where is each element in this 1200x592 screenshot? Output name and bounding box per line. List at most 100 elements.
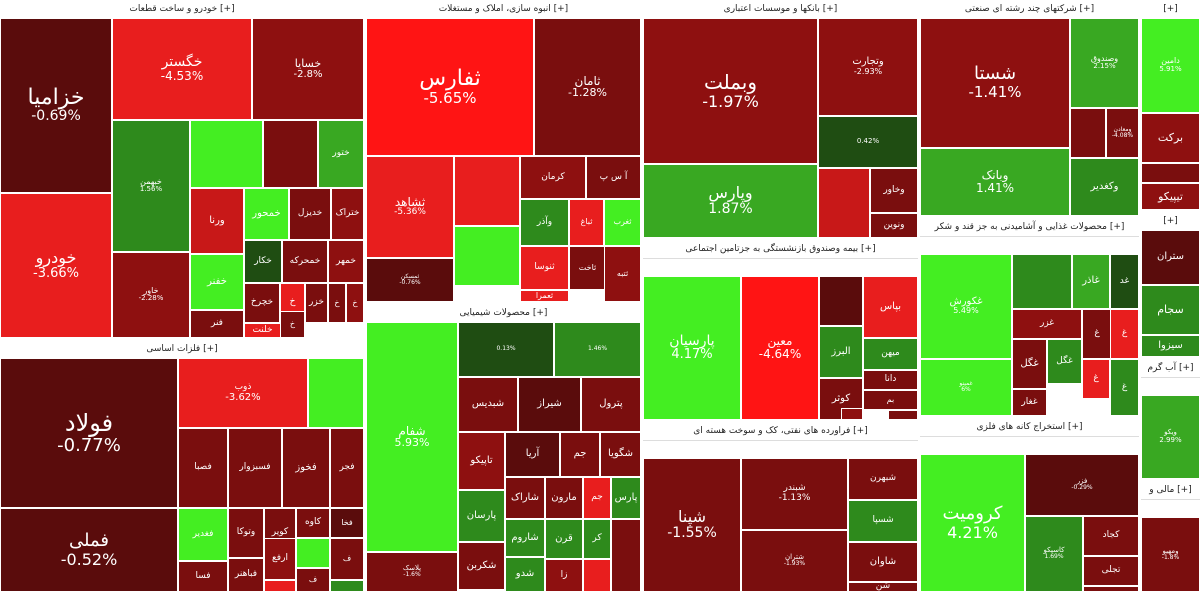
stock-tile[interactable]: ستران <box>1141 230 1200 285</box>
stock-tile[interactable]: ثنوسا <box>520 246 569 290</box>
stock-tile[interactable]: وتجارت -2.93% <box>818 18 918 116</box>
stock-tile[interactable]: فغدیر <box>178 508 228 561</box>
stock-tile[interactable] <box>454 156 520 226</box>
sector-title[interactable]: انبوه سازی، املاک و مستغلات [+] <box>366 0 641 19</box>
stock-tile[interactable]: شیراز <box>518 377 581 432</box>
stock-tile[interactable]: شاراک <box>505 477 545 519</box>
stock-tile[interactable]: وآذر <box>520 199 569 246</box>
stock-tile[interactable]: غ <box>1110 309 1139 359</box>
stock-tile[interactable] <box>1141 163 1200 183</box>
sector-title[interactable]: شرکتهای چند رشته ای صنعتی [+] <box>920 0 1139 19</box>
stock-tile[interactable]: شن <box>848 582 918 592</box>
stock-tile[interactable]: ثعمرا <box>520 290 569 302</box>
sector-title[interactable]: محصولات شیمیایی [+] <box>366 304 641 323</box>
stock-tile[interactable]: غمینو 6% <box>920 359 1012 416</box>
stock-tile[interactable] <box>1012 254 1072 309</box>
stock-tile[interactable]: ثتبه <box>604 246 641 302</box>
stock-tile[interactable]: خچرخ <box>244 283 280 323</box>
stock-tile[interactable]: فصبا <box>178 428 228 508</box>
stock-tile[interactable]: غ <box>1082 309 1112 359</box>
stock-tile[interactable]: خفنر <box>190 254 244 310</box>
stock-tile[interactable]: ونوین <box>870 213 918 238</box>
sector-title[interactable]: بیمه وصندوق بازنشستگی به جزتامین اجتماعی… <box>643 240 918 259</box>
stock-tile[interactable]: معین -4.64% <box>741 276 819 420</box>
stock-tile[interactable]: ثشاهد -5.36% <box>366 156 454 258</box>
stock-tile[interactable] <box>1070 108 1106 158</box>
sector-title[interactable]: استخراج کانه های فلزی [+] <box>920 418 1139 437</box>
stock-tile[interactable]: ثاخت <box>569 246 606 290</box>
stock-tile[interactable]: تاپیکو <box>458 432 505 490</box>
stock-tile[interactable]: شستا -1.41% <box>920 18 1070 148</box>
stock-tile[interactable]: دانا <box>863 370 918 390</box>
sector-title[interactable]: آب گرم [+] <box>1141 359 1200 378</box>
stock-tile[interactable]: وبانک 1.41% <box>920 148 1070 216</box>
stock-tile[interactable]: غ <box>1110 359 1139 416</box>
sector-title[interactable]: [+] <box>1141 212 1200 231</box>
stock-tile[interactable]: فجر <box>330 428 364 508</box>
sector-title[interactable]: [+] <box>1141 0 1200 19</box>
stock-tile[interactable]: وخاور <box>870 168 918 213</box>
stock-tile[interactable]: کرمان <box>520 156 586 199</box>
stock-tile[interactable]: شکربن <box>458 542 505 590</box>
stock-tile[interactable]: جم <box>560 432 600 477</box>
stock-tile[interactable]: خمحور <box>244 188 289 240</box>
stock-tile[interactable]: تیپیکو <box>1141 183 1200 210</box>
stock-tile[interactable]: ثامان -1.28% <box>534 18 641 156</box>
stock-tile[interactable]: خودرو -3.66% <box>0 193 112 338</box>
stock-tile[interactable]: فولاد -0.77% <box>0 358 178 508</box>
stock-tile[interactable]: فزر -0.29% <box>1025 454 1139 516</box>
stock-tile[interactable]: بم <box>863 390 918 410</box>
stock-tile[interactable] <box>841 408 863 420</box>
stock-tile[interactable] <box>296 538 330 568</box>
stock-tile[interactable] <box>818 168 870 238</box>
stock-tile[interactable] <box>263 120 318 188</box>
stock-tile[interactable]: شگویا <box>600 432 641 477</box>
stock-tile[interactable]: غکورش 5.49% <box>920 254 1012 359</box>
stock-tile[interactable]: مارون <box>545 477 583 519</box>
sector-title[interactable]: فراورده های نفتی، کک و سوخت هسته ای [+] <box>643 422 918 441</box>
stock-tile[interactable]: وبملت -1.97% <box>643 18 818 164</box>
stock-tile[interactable] <box>888 410 918 420</box>
stock-tile[interactable]: خ <box>280 311 305 338</box>
stock-tile[interactable]: ورنا <box>190 188 244 254</box>
stock-tile[interactable]: وصندوق 2.15% <box>1070 18 1139 108</box>
stock-tile[interactable]: فسبزوار <box>228 428 282 508</box>
stock-tile[interactable]: شبهرن <box>848 458 918 500</box>
stock-tile[interactable]: غ <box>1082 359 1110 399</box>
stock-tile[interactable]: خکار <box>244 240 282 283</box>
stock-tile[interactable]: پارس <box>611 477 641 519</box>
stock-tile[interactable]: ثغرب <box>604 199 641 246</box>
stock-tile[interactable]: پارسان <box>458 490 505 542</box>
stock-tile[interactable]: ختراک <box>331 188 364 240</box>
stock-tile[interactable]: فنر <box>190 310 244 338</box>
stock-tile[interactable]: ف <box>330 538 364 580</box>
stock-tile[interactable]: البرز <box>819 326 863 378</box>
stock-tile[interactable]: سیزوا <box>1141 335 1200 357</box>
stock-tile[interactable]: سجام <box>1141 285 1200 335</box>
stock-tile[interactable]: کاسیکو 1.69% <box>1025 516 1083 592</box>
stock-tile[interactable]: ثباغ <box>569 199 604 246</box>
stock-tile[interactable]: شتران -1.93% <box>741 530 848 592</box>
stock-tile[interactable] <box>819 276 863 326</box>
stock-tile[interactable] <box>583 559 611 592</box>
stock-tile[interactable]: آریا <box>505 432 560 477</box>
stock-tile[interactable] <box>454 226 520 286</box>
stock-tile[interactable] <box>330 580 364 592</box>
stock-tile[interactable] <box>1083 586 1139 592</box>
stock-tile[interactable]: کر <box>583 519 611 559</box>
stock-tile[interactable]: کجاد <box>1083 516 1139 556</box>
stock-tile[interactable]: خمحرکه <box>282 240 328 283</box>
stock-tile[interactable]: ومعادن -4.08% <box>1106 108 1139 158</box>
stock-tile[interactable]: 0.13% <box>458 322 554 377</box>
stock-tile[interactable]: فباهنر <box>228 558 264 592</box>
stock-tile[interactable]: فخوز <box>282 428 330 508</box>
stock-tile[interactable]: پترول <box>581 377 641 432</box>
stock-tile[interactable]: وپارس 1.87% <box>643 164 818 238</box>
stock-tile[interactable]: شپنا -1.55% <box>643 458 741 592</box>
stock-tile[interactable]: برکت <box>1141 113 1200 163</box>
stock-tile[interactable]: خ <box>328 283 346 323</box>
stock-tile[interactable]: زا <box>545 559 583 592</box>
sector-title[interactable]: فلزات اساسی [+] <box>0 340 364 359</box>
stock-tile[interactable]: ف <box>296 568 330 592</box>
stock-tile[interactable]: فسا <box>178 561 228 592</box>
